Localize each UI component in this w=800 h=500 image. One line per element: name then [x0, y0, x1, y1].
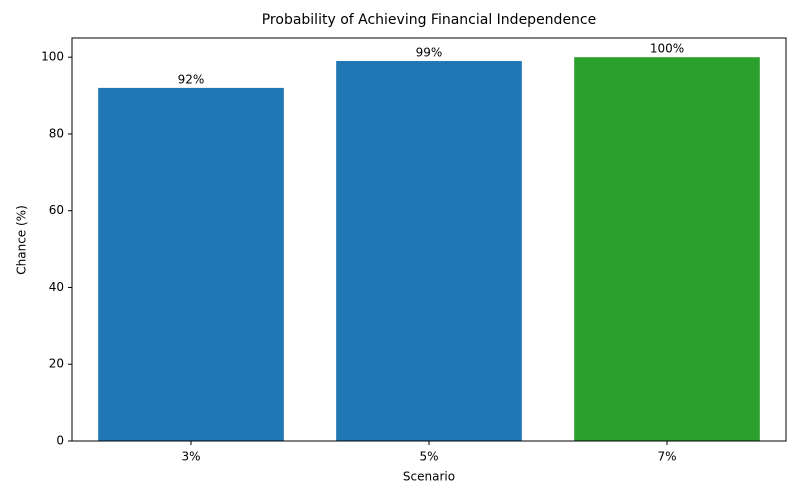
y-axis-label: Chance (%): [15, 205, 29, 275]
y-tick-label: 60: [49, 203, 64, 217]
plot-frame: [71, 37, 787, 442]
bar: [98, 87, 284, 442]
y-tick-label: 0: [56, 434, 64, 448]
bar: [336, 61, 522, 442]
y-tick-label: 80: [49, 126, 64, 140]
bar: [574, 57, 760, 441]
y-tick-label: 40: [49, 280, 64, 294]
value-label: 99%: [416, 46, 443, 60]
x-tick-label: 7%: [657, 450, 676, 464]
y-tick-label: 100: [41, 50, 64, 64]
x-tick-label: 5%: [419, 450, 438, 464]
value-label: 100%: [650, 42, 684, 56]
chart-title: Probability of Achieving Financial Indep…: [262, 12, 597, 28]
y-tick-label: 20: [49, 357, 64, 371]
value-label: 92%: [178, 72, 205, 86]
x-axis-label: Scenario: [403, 470, 455, 484]
x-tick-label: 3%: [181, 450, 200, 464]
